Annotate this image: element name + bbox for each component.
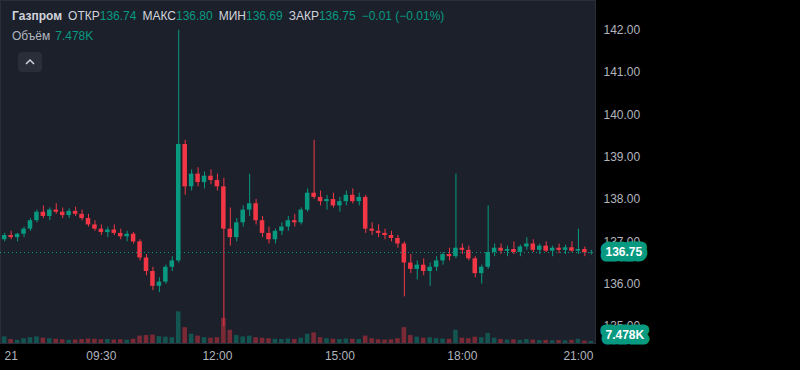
svg-text:136.00: 136.00: [604, 277, 641, 291]
html-text:ЗАКР 136.75: ЗАКР 136.75: [288, 9, 356, 23]
svg-text:137.00: 137.00: [603, 234, 641, 249]
svg-text:136.75: 136.75: [606, 245, 643, 259]
html-text:МИН 136.69: МИН 136.69: [218, 9, 283, 23]
svg-text:138.00: 138.00: [604, 192, 641, 206]
svg-text:142.00: 142.00: [604, 23, 641, 37]
html-text:ОТКР 136.74: ОТКР 136.74: [68, 9, 137, 23]
svg-text:09:30: 09:30: [86, 349, 116, 363]
svg-text:21: 21: [4, 349, 18, 363]
html-text:Газпром: Газпром: [12, 9, 63, 23]
svg-text:141.00: 141.00: [604, 65, 641, 79]
svg-text:139.00: 139.00: [604, 150, 641, 164]
html-text:−0.01 (−0.01%): −0.01 (−0.01%): [361, 9, 445, 23]
html-text:Объём 7.478K: Объём 7.478K: [12, 29, 94, 43]
svg-text:12:00: 12:00: [202, 349, 232, 363]
svg-text:135.00: 135.00: [604, 319, 641, 333]
html-text:МАКС 136.80: МАКС 136.80: [142, 9, 213, 23]
svg-text:15:00: 15:00: [325, 349, 355, 363]
svg-text:140.00: 140.00: [604, 108, 641, 122]
svg-text:7.478K: 7.478K: [606, 328, 645, 342]
svg-text:21:00: 21:00: [563, 349, 593, 363]
svg-text:18:00: 18:00: [447, 349, 477, 363]
